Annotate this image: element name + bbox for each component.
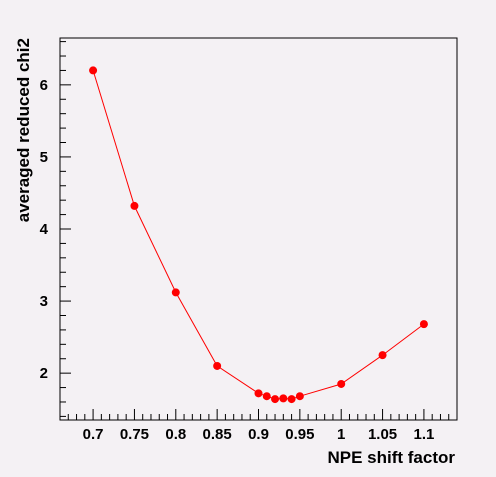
x-tick-label: 0.95: [285, 426, 314, 443]
x-tick-label: 0.7: [83, 426, 104, 443]
data-point: [171, 288, 180, 297]
y-tick-label: 4: [40, 221, 49, 238]
x-tick-label: 0.9: [248, 426, 269, 443]
data-point: [262, 392, 271, 401]
data-point: [254, 389, 263, 398]
data-point: [419, 320, 428, 329]
x-tick-label: 0.75: [120, 426, 149, 443]
x-tick-label: 0.85: [203, 426, 232, 443]
y-tick-label: 2: [40, 365, 48, 382]
series-layer: [89, 66, 428, 404]
x-tick-label: 1.1: [413, 426, 434, 443]
data-point: [89, 66, 98, 75]
plot-frame: [59, 37, 458, 421]
series-line: [92, 70, 425, 400]
y-axis-title: averaged reduced chi2: [14, 38, 33, 222]
data-point: [295, 392, 304, 401]
data-point: [213, 361, 222, 370]
x-tick-label: 1.05: [368, 426, 397, 443]
data-point: [287, 395, 296, 404]
x-tick-label: 1: [337, 426, 345, 443]
y-tick-label: 3: [40, 293, 48, 310]
x-axis-title: NPE shift factor: [327, 448, 455, 467]
data-point: [279, 394, 288, 403]
data-point: [130, 201, 139, 210]
ticks-layer: 0.7 0.75 0.8 0.85 0.9 0.95 1 1.05 1.1 2 3 4 5 6: [40, 41, 458, 443]
data-point: [378, 351, 387, 360]
y-tick-label: 6: [40, 77, 48, 94]
y-tick-label: 5: [40, 149, 48, 166]
data-point: [337, 379, 346, 388]
data-point: [271, 395, 280, 404]
x-tick-label: 0.8: [165, 426, 186, 443]
